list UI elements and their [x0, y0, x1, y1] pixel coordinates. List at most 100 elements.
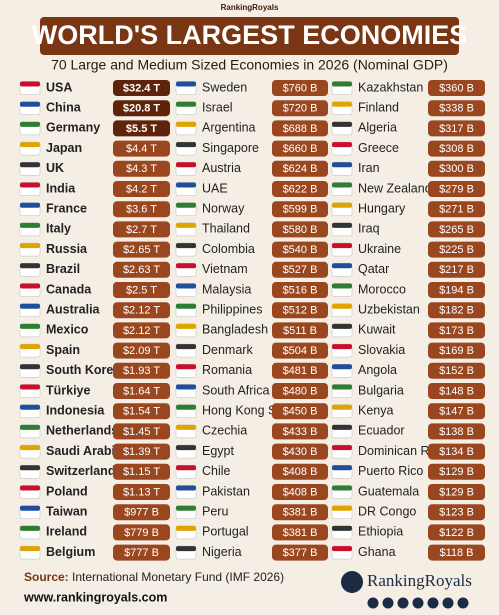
- flag-band: [20, 283, 40, 289]
- country-name: Brazil: [46, 262, 80, 276]
- value: $599 B: [283, 204, 318, 216]
- flag-band: [20, 81, 40, 87]
- country-name: Uzbekistan: [358, 302, 420, 316]
- source: International Monetary Fund (IMF 2026): [72, 570, 284, 584]
- value-pill: [113, 80, 170, 96]
- flag-band: [20, 344, 40, 350]
- country-name: Dominican Rep.: [358, 444, 447, 458]
- value: $760 B: [283, 82, 318, 94]
- value-pill: [113, 504, 170, 521]
- brand-footer: RankingRoyals: [367, 571, 472, 590]
- value: $511 B: [283, 325, 317, 337]
- flag-band: [332, 243, 352, 249]
- value-pill: [272, 181, 328, 197]
- flag-band: [332, 263, 352, 269]
- value-pill: [272, 423, 328, 440]
- value-pill: [428, 80, 485, 96]
- value-pill: [272, 524, 328, 541]
- country-name: Australia: [46, 302, 101, 316]
- value: $122 B: [439, 527, 474, 539]
- flag-band: [20, 162, 40, 168]
- flag-band: [332, 384, 352, 390]
- country-name: Spain: [46, 343, 80, 357]
- value: $622 B: [283, 183, 318, 195]
- value-pill: [428, 221, 485, 238]
- value-pill: [272, 201, 328, 218]
- value: $1.15 T: [123, 466, 160, 478]
- value: $271 B: [439, 204, 474, 216]
- value: $129 B: [439, 486, 474, 498]
- flag-band: [332, 323, 352, 329]
- value: $4.3 T: [126, 163, 157, 175]
- country-name: Thailand: [202, 222, 250, 236]
- value: $118 B: [439, 547, 473, 559]
- value-pill: [428, 463, 485, 480]
- country-name: Canada: [46, 282, 92, 296]
- value: $527 B: [283, 264, 318, 276]
- country-name: Poland: [46, 484, 88, 498]
- value-pill: [272, 484, 328, 500]
- value: $2.09 T: [123, 345, 160, 357]
- flag-band: [176, 364, 196, 370]
- country-name: Mexico: [46, 323, 89, 337]
- value: $308 B: [439, 143, 474, 155]
- flag-band: [332, 202, 352, 208]
- value-pill: [272, 282, 328, 298]
- flag-band: [20, 142, 40, 148]
- country-name: Ghana: [358, 545, 396, 559]
- value-pill: [113, 484, 170, 500]
- value-pill: [428, 403, 485, 420]
- value-pill: [272, 362, 328, 379]
- country-name: Ecuador: [358, 424, 405, 438]
- value-pill: [272, 160, 328, 177]
- flag-band: [176, 404, 196, 410]
- flag-band: [332, 121, 352, 127]
- country-name: Singapore: [202, 141, 259, 155]
- value-pill: [113, 221, 170, 238]
- value: $777 B: [124, 547, 159, 559]
- value-pill: [428, 544, 485, 561]
- flag-band: [176, 263, 196, 269]
- country-name: Ethiopia: [358, 525, 403, 539]
- flag-band: [176, 81, 196, 87]
- flag-band: [176, 424, 196, 430]
- value-pill: [272, 463, 328, 480]
- flag-band: [176, 101, 196, 107]
- value: $129 B: [439, 466, 474, 478]
- value: $147 B: [439, 406, 474, 418]
- value-pill: [428, 423, 485, 440]
- country-name: Iraq: [358, 222, 380, 236]
- value: $1.64 T: [123, 385, 160, 397]
- value: $169 B: [439, 345, 474, 357]
- country-name: Romania: [202, 363, 252, 377]
- flag-band: [20, 303, 40, 309]
- flag-band: [20, 384, 40, 390]
- value: $720 B: [283, 103, 318, 115]
- country-name: Israel: [202, 100, 233, 114]
- country-name: Slovakia: [358, 343, 405, 357]
- country-name: Peru: [202, 504, 228, 518]
- flag-band: [20, 485, 40, 491]
- website: www.rankingroyals.com: [23, 590, 167, 604]
- flag-band: [332, 222, 352, 228]
- value: $225 B: [439, 244, 474, 256]
- value: $2.5 T: [126, 284, 157, 296]
- country-name: Bulgaria: [358, 383, 404, 397]
- flag-band: [176, 202, 196, 208]
- subtitle: 70 Large and Medium Sized Economies in 2…: [51, 57, 448, 73]
- value: $217 B: [439, 264, 474, 276]
- value-pill: [428, 261, 485, 278]
- value-pill: [113, 403, 170, 420]
- value-pill: [428, 100, 485, 117]
- country-name: Pakistan: [202, 484, 250, 498]
- country-name: Algeria: [358, 121, 397, 135]
- country-name: UAE: [202, 181, 228, 195]
- value-pill: [272, 383, 328, 399]
- flag-band: [176, 384, 196, 390]
- value: $450 B: [283, 406, 318, 418]
- country-name: Switzerland: [46, 464, 115, 478]
- value-pill: [113, 342, 170, 359]
- flag-band: [332, 364, 352, 370]
- value: $20.8 T: [123, 103, 161, 115]
- value-pill: [113, 302, 170, 319]
